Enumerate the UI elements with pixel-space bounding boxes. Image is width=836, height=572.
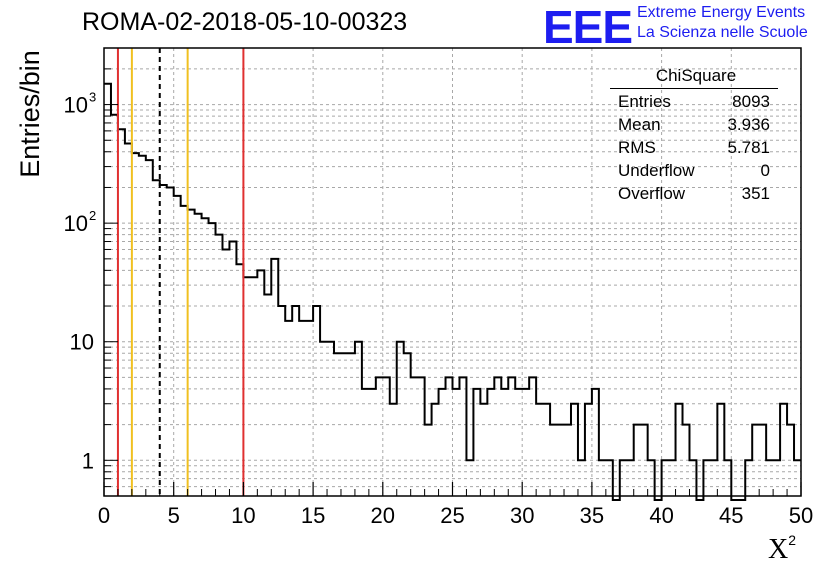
- x-tick-label: 40: [649, 503, 673, 528]
- stats-row-underflow: Underflow 0: [610, 161, 778, 184]
- y-tick-label: 1: [82, 448, 94, 473]
- x-tick-label: 15: [301, 503, 325, 528]
- stats-label: Underflow: [618, 161, 695, 180]
- histogram-bars: [104, 82, 801, 501]
- stats-label: Overflow: [618, 184, 686, 203]
- stats-label: RMS: [618, 138, 656, 157]
- stats-value: 351: [741, 184, 770, 203]
- y-tick-exponent: 2: [89, 208, 96, 223]
- stats-title: ChiSquare: [610, 66, 778, 89]
- y-tick-label: 10: [64, 211, 88, 236]
- stats-row-mean: Mean 3.936: [610, 115, 778, 138]
- x-tick-label: 45: [719, 503, 743, 528]
- y-tick-exponent: 3: [89, 90, 96, 105]
- x-tick-label: 5: [168, 503, 180, 528]
- stats-label: Mean: [618, 115, 661, 134]
- x-tick-label: 25: [440, 503, 464, 528]
- x-tick-label: 30: [510, 503, 534, 528]
- x-axis-label-base: X: [768, 534, 789, 565]
- stats-box: ChiSquare Entries 8093 Mean 3.936 RMS 5.781…: [610, 66, 778, 207]
- stats-row-entries: Entries 8093: [610, 92, 778, 115]
- stats-value: 0: [760, 161, 770, 180]
- logo-line-2: La Scienza nelle Scuole: [637, 24, 808, 41]
- y-tick-label: 10: [64, 93, 88, 118]
- x-axis-label: X2: [768, 532, 797, 566]
- x-tick-label: 0: [98, 503, 110, 528]
- stats-row-overflow: Overflow 351: [610, 184, 778, 207]
- x-tick-label: 35: [580, 503, 604, 528]
- x-tick-label: 20: [371, 503, 395, 528]
- x-axis-label-superscript: 2: [788, 532, 797, 548]
- stats-value: 3.936: [727, 115, 770, 134]
- y-tick-label: 10: [70, 330, 94, 355]
- y-axis-label: Entries/bin: [15, 50, 45, 178]
- x-tick-label: 50: [789, 503, 813, 528]
- eee-logo: EEE: [543, 1, 633, 53]
- chart-title: ROMA-02-2018-05-10-00323: [82, 8, 408, 36]
- stats-label: Entries: [618, 92, 671, 111]
- logo-line-1: Extreme Energy Events: [637, 4, 806, 21]
- x-tick-label: 10: [231, 503, 255, 528]
- stats-row-rms: RMS 5.781: [610, 138, 778, 161]
- stats-value: 8093: [732, 92, 770, 111]
- stats-value: 5.781: [727, 138, 770, 157]
